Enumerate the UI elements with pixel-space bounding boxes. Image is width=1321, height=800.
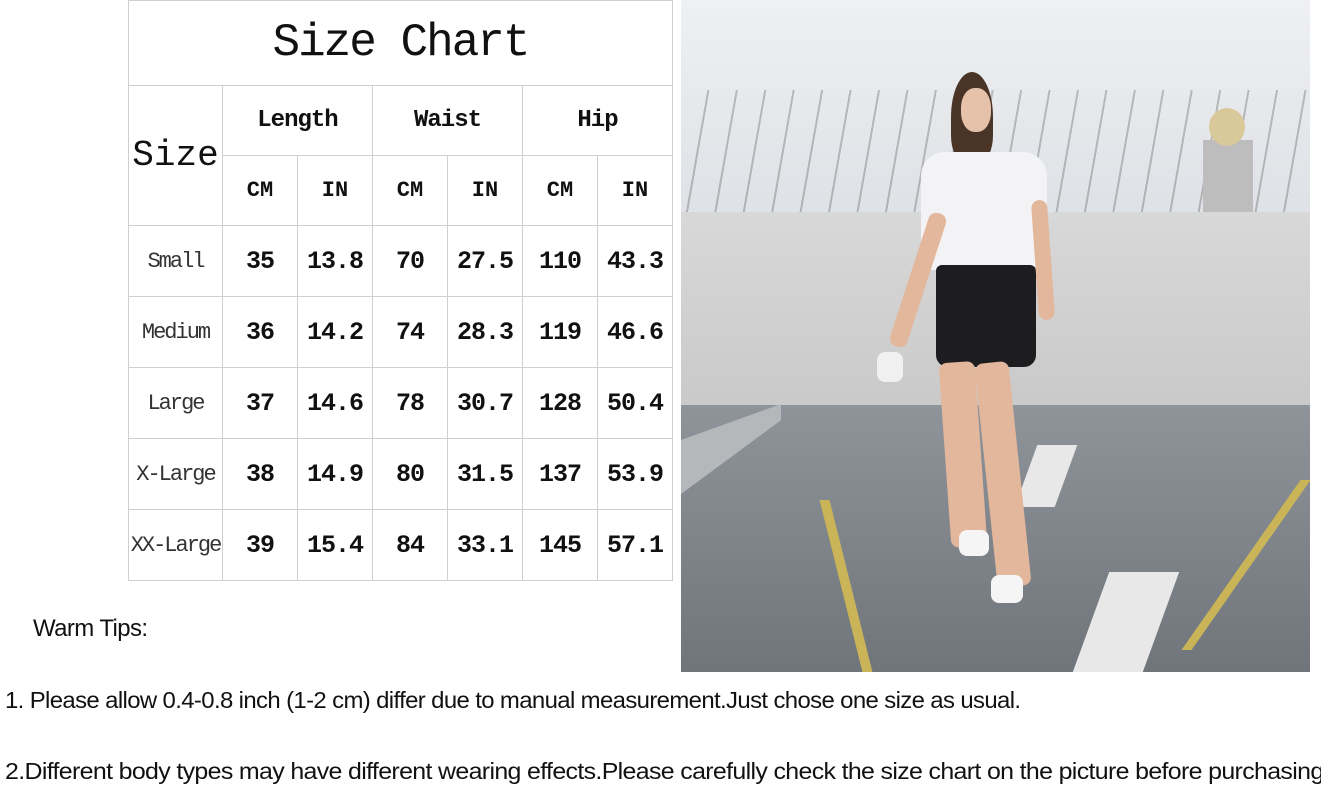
measurement-cell: 43.3 [597, 225, 673, 297]
table-row: Large 37 14.6 78 30.7 128 50.4 [128, 367, 673, 439]
size-label: Large [128, 367, 223, 439]
size-header: Size [128, 85, 223, 226]
measurement-cell: 78 [372, 367, 448, 439]
face [961, 88, 991, 132]
unit-header: CM [372, 155, 448, 226]
measurement-cell: 14.2 [297, 296, 373, 368]
table-row: Medium 36 14.2 74 28.3 119 46.6 [128, 296, 673, 368]
measurement-cell: 28.3 [447, 296, 523, 368]
measurement-cell: 53.9 [597, 438, 673, 510]
unit-header: CM [222, 155, 298, 226]
measurement-cell: 145 [522, 509, 598, 581]
measurement-cell: 119 [522, 296, 598, 368]
length-header: Length [222, 85, 373, 156]
size-label: X-Large [128, 438, 223, 510]
size-label: XX-Large [128, 509, 223, 581]
measurement-cell: 30.7 [447, 367, 523, 439]
measurement-cell: 27.5 [447, 225, 523, 297]
unit-header: IN [297, 155, 373, 226]
measurement-cell: 35 [222, 225, 298, 297]
size-label: Medium [128, 296, 223, 368]
measurement-cell: 37 [222, 367, 298, 439]
measurement-cell: 38 [222, 438, 298, 510]
measurement-cell: 84 [372, 509, 448, 581]
measurement-cell: 110 [522, 225, 598, 297]
unit-header: CM [522, 155, 598, 226]
waist-header: Waist [372, 85, 523, 156]
cup [877, 352, 903, 382]
measurement-cell: 13.8 [297, 225, 373, 297]
measurement-cell: 70 [372, 225, 448, 297]
measurement-cell: 14.6 [297, 367, 373, 439]
measurement-cell: 128 [522, 367, 598, 439]
chart-title: Size Chart [128, 0, 673, 86]
measurement-cell: 31.5 [447, 438, 523, 510]
table-row: X-Large 38 14.9 80 31.5 137 53.9 [128, 438, 673, 510]
measurement-cell: 46.6 [597, 296, 673, 368]
measurement-cell: 14.9 [297, 438, 373, 510]
pillar [1203, 140, 1253, 212]
black-shorts [936, 265, 1036, 367]
hip-header: Hip [522, 85, 673, 156]
size-chart-table: Size Chart Size Length Waist Hip CM IN CM I… [128, 0, 673, 581]
measurement-cell: 137 [522, 438, 598, 510]
model-photo [681, 0, 1310, 672]
measurement-cell: 33.1 [447, 509, 523, 581]
tip-item: 1. Please allow 0.4-0.8 inch (1-2 cm) di… [5, 687, 1021, 713]
measurement-cell: 50.4 [597, 367, 673, 439]
unit-header: IN [597, 155, 673, 226]
sneaker [959, 530, 989, 556]
size-label: Small [128, 225, 223, 297]
white-tshirt [921, 152, 1047, 270]
measurement-cell: 39 [222, 509, 298, 581]
sneaker [991, 575, 1023, 603]
table-row: XX-Large 39 15.4 84 33.1 145 57.1 [128, 509, 673, 581]
measurement-cell: 15.4 [297, 509, 373, 581]
measurement-cell: 74 [372, 296, 448, 368]
unit-header: IN [447, 155, 523, 226]
measurement-cell: 57.1 [597, 509, 673, 581]
measurement-cell: 36 [222, 296, 298, 368]
tips-heading: Warm Tips: [33, 615, 148, 642]
table-row: Small 35 13.8 70 27.5 110 43.3 [128, 225, 673, 297]
tip-item: 2.Different body types may have differen… [5, 758, 1321, 784]
measurement-cell: 80 [372, 438, 448, 510]
globe-ornament [1209, 108, 1245, 146]
